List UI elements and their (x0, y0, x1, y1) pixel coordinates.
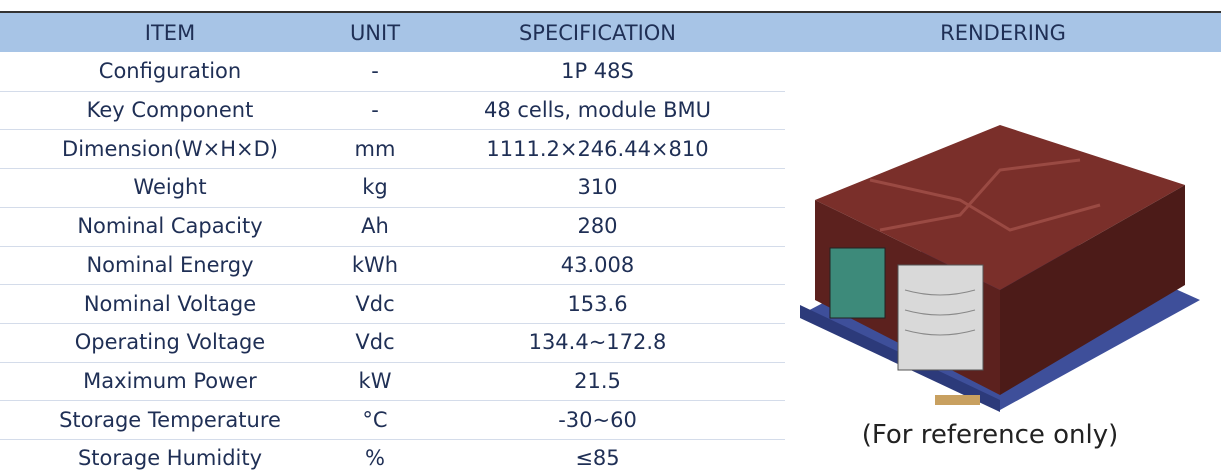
table-cell: mm (354, 136, 396, 161)
table-cell: 21.5 (574, 368, 621, 393)
table-cell: Ah (361, 214, 389, 239)
row-divider (0, 245, 785, 247)
table-cell: °C (362, 407, 388, 432)
table-cell: Weight (133, 175, 207, 200)
table-cell: 1111.2×246.44×810 (486, 136, 709, 161)
table-cell: Vdc (355, 330, 395, 355)
header-cell: SPECIFICATION (518, 20, 677, 45)
table-cell: Storage Humidity (77, 446, 263, 471)
caption: (For reference only) (861, 420, 1119, 450)
table-cell: - (371, 59, 379, 84)
table-cell: kWh (351, 252, 399, 277)
row-divider (0, 400, 785, 402)
table-cell: 134.4~172.8 (528, 330, 667, 355)
table-cell: 310 (577, 175, 618, 200)
table-cell: Key Component (86, 98, 254, 123)
table-cell: Dimension(W×H×D) (62, 136, 278, 161)
table-cell: Configuration (98, 59, 242, 84)
table-cell: Nominal Voltage (83, 291, 257, 316)
table-cell: Vdc (355, 291, 395, 316)
header-cell: ITEM (144, 20, 196, 45)
row-divider (0, 439, 785, 440)
table-cell: 153.6 (567, 291, 628, 316)
top-border (0, 11, 1221, 13)
row-divider (0, 129, 785, 131)
table-cell: kg (362, 175, 388, 200)
row-divider (0, 206, 785, 208)
table-cell: Maximum Power (83, 368, 257, 393)
table-cell: 280 (577, 214, 618, 239)
table-cell: -30~60 (558, 407, 637, 432)
row-divider (0, 90, 785, 92)
table-cell: - (371, 98, 379, 123)
table-cell: 43.008 (560, 252, 635, 277)
table-cell: % (365, 446, 385, 471)
table-cell: Storage Temperature (59, 407, 281, 432)
table-cell: 48 cells, module BMU (483, 98, 712, 123)
header-bg (0, 13, 1221, 52)
table-cell: Nominal Energy (86, 252, 254, 277)
header-cell: RENDERING (940, 20, 1066, 45)
header-cell: UNIT (349, 20, 401, 45)
table-cell: ≤85 (575, 446, 620, 471)
row-divider (0, 322, 785, 324)
row-divider (0, 361, 785, 363)
row-divider (0, 168, 785, 170)
row-divider (0, 284, 785, 286)
table-cell: Nominal Capacity (77, 214, 263, 239)
table-cell: 1P 48S (561, 59, 634, 84)
table-cell: Operating Voltage (74, 330, 266, 355)
table-cell: kW (358, 368, 392, 393)
